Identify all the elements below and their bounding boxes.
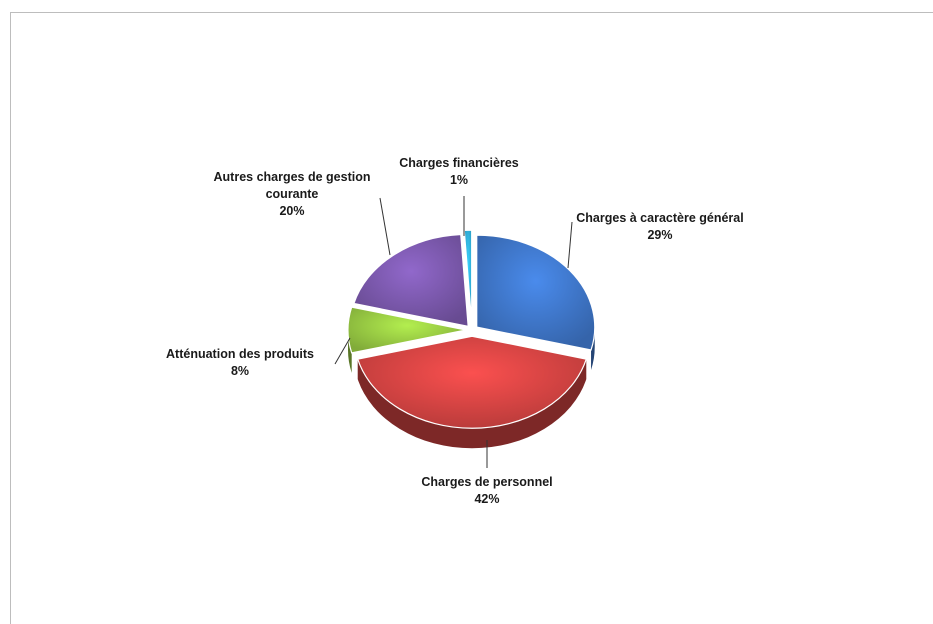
slice-label-0: Charges à caractère général 29% (576, 211, 743, 242)
chart-frame (10, 12, 933, 624)
leader-line-2 (334, 337, 351, 365)
leader-lines (334, 196, 573, 468)
slice-label-4: Charges financières 1% (399, 156, 519, 187)
pie-slice-1 (356, 335, 588, 429)
slice-label-2: Atténuation des produits 8% (166, 347, 314, 378)
slice-side-1 (357, 359, 587, 449)
slice-label-1: Charges de personnel 42% (421, 475, 552, 506)
slice-labels: Charges à caractère général 29% Charges de… (166, 156, 744, 506)
leader-line-0 (567, 221, 573, 269)
pie-top-layer (347, 229, 596, 429)
pie-slice-0 (476, 234, 596, 351)
slice-label-3: Autres charges de gestion courante 20% (214, 170, 371, 218)
leader-line-3 (379, 197, 391, 256)
pie-depth-layer (348, 327, 595, 449)
slice-side-0 (591, 327, 595, 371)
pie-slice-2 (347, 306, 467, 354)
slice-side-2 (348, 330, 352, 373)
pie-slice-3 (353, 233, 469, 328)
